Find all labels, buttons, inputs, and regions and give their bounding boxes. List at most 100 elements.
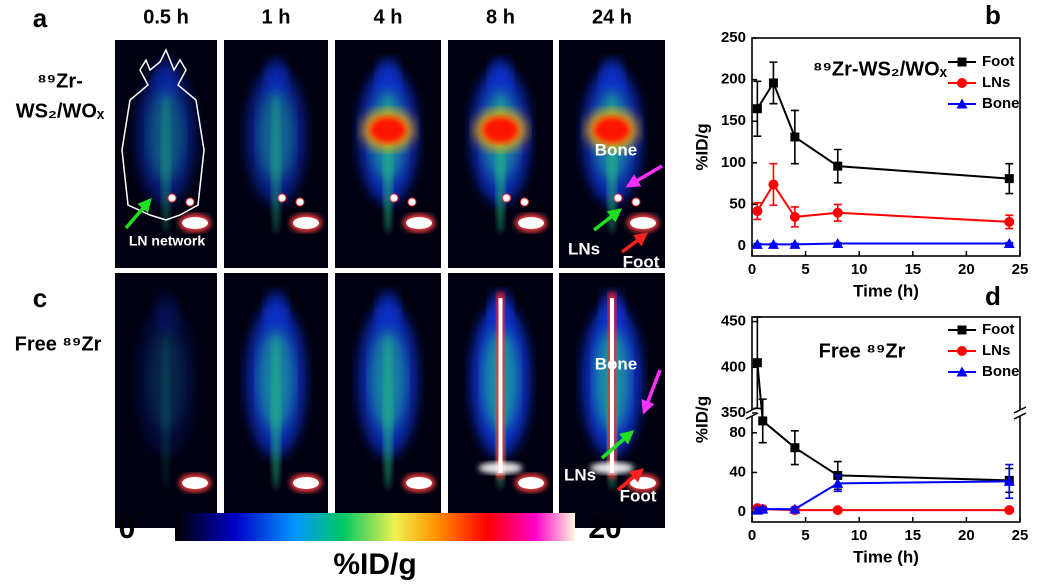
pet-cell	[335, 40, 441, 268]
ln-hotspot	[185, 197, 195, 207]
signal	[590, 462, 634, 474]
annotation: LN network	[129, 233, 205, 249]
marker	[1004, 174, 1014, 184]
row-label: WS₂/WOₓ	[16, 100, 105, 122]
pet-cell	[448, 40, 553, 268]
signal	[370, 117, 406, 143]
marker	[1004, 505, 1015, 516]
arrow	[616, 468, 645, 492]
arrow	[592, 208, 623, 232]
ln-hotspot	[502, 193, 511, 203]
ln-hotspot	[520, 197, 529, 207]
ln-hotspot	[295, 197, 305, 207]
marker	[832, 238, 844, 249]
y-tick-label: 250	[721, 29, 746, 46]
x-tick-label: 0	[748, 261, 756, 278]
colorbar-max: 20	[588, 512, 621, 545]
colorbar-min: 0	[119, 512, 136, 545]
x-tick-label: 25	[1012, 261, 1029, 278]
marker	[1004, 216, 1015, 227]
legend-label: LNs	[982, 342, 1010, 359]
annotation: Foot	[620, 486, 657, 505]
foot-hotspot	[518, 217, 544, 229]
marker	[790, 132, 800, 142]
foot-hotspot	[293, 217, 319, 229]
marker	[832, 477, 844, 488]
axis-break	[1013, 406, 1027, 414]
x-tick-label: 10	[851, 527, 868, 544]
row-label: Free ⁸⁹Zr	[15, 333, 102, 355]
pet-cell	[335, 273, 441, 528]
chart-title: Free ⁸⁹Zr	[819, 340, 906, 362]
y-tick-label: 80	[729, 424, 746, 441]
pet-cell	[224, 40, 328, 268]
marker	[752, 358, 762, 368]
marker	[767, 238, 779, 249]
plot-frame	[751, 37, 1021, 257]
signal	[594, 117, 630, 143]
signal	[161, 336, 171, 490]
x-tick-label: 10	[851, 261, 868, 278]
x-tick-label: 20	[958, 261, 975, 278]
y-tick-label: 150	[721, 112, 746, 129]
arrow	[124, 197, 152, 230]
time-label: 0.5 h	[143, 6, 189, 28]
marker	[1003, 238, 1015, 249]
marker	[790, 443, 800, 453]
x-axis-label: Time (h)	[853, 281, 919, 300]
annotation: LNs	[564, 465, 596, 484]
x-axis-label: Time (h)	[853, 547, 919, 566]
panel-label: d	[985, 281, 1001, 311]
pet-cell	[559, 40, 665, 268]
y-tick-label: 0	[738, 503, 746, 520]
marker	[757, 503, 769, 514]
marker	[833, 161, 843, 171]
spine	[498, 298, 503, 473]
x-tick-label: 0	[748, 527, 756, 544]
arrow	[625, 164, 663, 188]
arrow	[620, 232, 649, 254]
pet-cell	[115, 273, 217, 528]
foot-hotspot	[518, 477, 544, 489]
ln-hotspot	[631, 197, 641, 207]
signal	[161, 96, 171, 234]
y-tick-label: 350	[721, 404, 746, 421]
axis-break	[745, 412, 759, 420]
marker	[789, 238, 801, 249]
marker	[752, 104, 762, 114]
legend-marker	[957, 78, 967, 88]
x-tick-label: 15	[904, 261, 921, 278]
y-tick-label: 50	[729, 195, 746, 212]
y-tick-label: 200	[721, 71, 746, 88]
ln-hotspot	[407, 197, 417, 207]
annotation: Bone	[595, 354, 638, 373]
signal	[478, 462, 523, 474]
arrow	[641, 369, 662, 415]
time-label: 8 h	[486, 6, 515, 28]
signal	[482, 117, 519, 143]
y-tick-label: 40	[729, 463, 746, 480]
pet-cell	[115, 40, 217, 268]
colorbar	[175, 513, 575, 541]
foot-hotspot	[182, 217, 208, 229]
annotation: LNs	[568, 239, 600, 258]
legend-marker	[957, 325, 967, 335]
signal	[383, 336, 393, 490]
marker	[789, 503, 801, 514]
panel-label: c	[33, 283, 47, 313]
time-label: 1 h	[262, 6, 291, 28]
y-axis-label: %ID/g	[692, 123, 711, 170]
legend-marker	[957, 57, 967, 67]
plot-frame	[751, 316, 1021, 523]
ln-hotspot	[277, 193, 287, 203]
marker	[758, 416, 768, 426]
spine	[610, 298, 614, 473]
pet-images	[115, 40, 665, 528]
legend-marker	[956, 98, 968, 109]
foot-hotspot	[182, 477, 208, 489]
body-outline	[121, 48, 205, 221]
signal	[271, 96, 281, 234]
marker	[832, 207, 843, 218]
x-tick-label: 25	[1012, 527, 1029, 544]
marker	[751, 238, 763, 249]
